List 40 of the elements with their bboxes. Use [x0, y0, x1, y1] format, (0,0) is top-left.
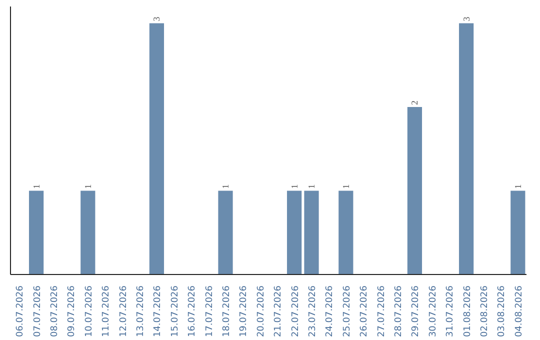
x-tick-label: 31.07.2026	[446, 285, 456, 338]
x-tick-label: 24.07.2026	[325, 285, 336, 338]
x-tick-label: 22.07.2026	[290, 285, 301, 338]
data-label: 1	[31, 184, 42, 189]
x-tick-label: 12.07.2026	[118, 285, 129, 338]
x-tick-label: 06.07.2026	[16, 285, 26, 338]
x-tick-label: 08.07.2026	[50, 285, 60, 338]
x-tick-label: 07.07.2026	[32, 285, 43, 338]
x-tick-label: 18.07.2026	[222, 285, 232, 338]
x-tick-label: 04.08.2026	[514, 285, 524, 338]
data-label: 1	[306, 184, 316, 189]
x-tick-label: 20.07.2026	[256, 285, 266, 338]
x-tick-label: 15.07.2026	[170, 285, 180, 338]
x-tick-label: 19.07.2026	[239, 285, 250, 338]
x-tick-label: 14.07.2026	[153, 285, 164, 338]
x-tick-label: 02.08.2026	[480, 285, 490, 338]
data-label: 3	[461, 16, 472, 22]
x-tick-label: 11.07.2026	[102, 285, 112, 338]
x-tick-label: 30.07.2026	[428, 285, 438, 338]
data-label: 1	[512, 184, 523, 189]
x-tick-label: 09.07.2026	[67, 285, 78, 338]
data-label: 1	[289, 184, 300, 189]
data-label: 2	[410, 100, 420, 105]
x-tick-label: 25.07.2026	[342, 285, 352, 338]
x-tick-label: 17.07.2026	[204, 285, 215, 338]
x-tick-label: 26.07.2026	[360, 285, 370, 338]
x-tick-label: 28.07.2026	[394, 285, 404, 338]
x-tick-label: 10.07.2026	[84, 285, 94, 338]
x-tick-label: 13.07.2026	[136, 285, 146, 338]
data-label: 1	[82, 184, 93, 189]
data-label: 3	[152, 16, 162, 22]
x-tick-label: 16.07.2026	[188, 285, 198, 338]
data-label: 1	[220, 184, 230, 189]
x-tick-label: 29.07.2026	[411, 285, 422, 338]
x-tick-label: 01.08.2026	[462, 285, 473, 338]
x-tick-label: 23.07.2026	[308, 285, 318, 338]
x-tick-label: 27.07.2026	[376, 285, 387, 338]
data-label: 1	[340, 184, 351, 189]
x-tick-label: 03.08.2026	[497, 285, 508, 338]
x-tick-label: 21.07.2026	[274, 285, 284, 338]
